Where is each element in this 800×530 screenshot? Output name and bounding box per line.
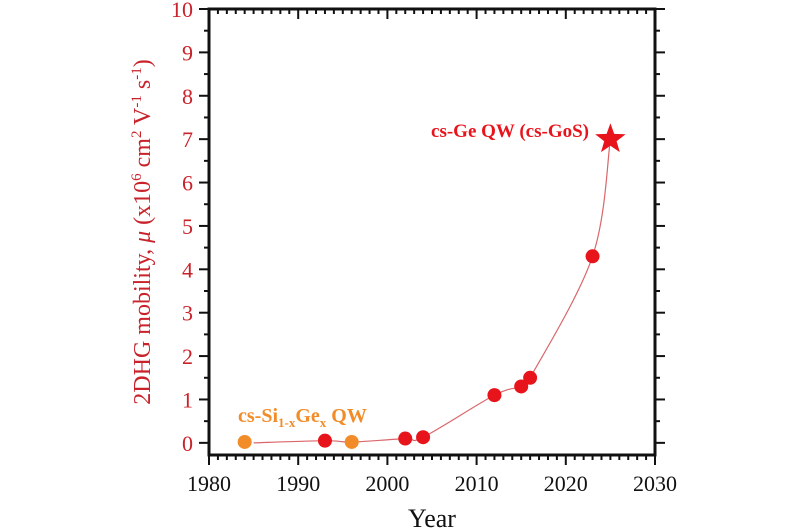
data-point	[416, 430, 431, 445]
annotation-gos: cs-Ge QW (cs-GoS)	[431, 121, 589, 142]
data-point	[317, 433, 332, 448]
data-point	[585, 249, 600, 264]
y-axis-label: 2DHG mobility, μ (x106 cm2 V-1 s-1)	[129, 59, 156, 404]
y-tick-label: 3	[182, 301, 193, 326]
data-point	[237, 434, 252, 449]
data-point	[487, 388, 502, 403]
y-tick-label: 10	[171, 0, 193, 22]
y-tick-label: 9	[182, 40, 193, 65]
y-tick-label: 4	[182, 257, 193, 282]
trend-line	[253, 139, 611, 444]
y-tick-label: 2	[182, 344, 193, 369]
x-tick-label: 2000	[365, 471, 409, 496]
x-axis-label: Year	[408, 504, 456, 530]
y-tick-label: 1	[182, 387, 193, 412]
x-tick-label: 1980	[187, 471, 231, 496]
x-tick-label: 2010	[455, 471, 499, 496]
data-point	[344, 434, 359, 449]
y-tick-label: 7	[182, 127, 193, 152]
x-tick-label: 2030	[633, 471, 677, 496]
y-tick-label: 0	[182, 431, 193, 456]
y-tick-label: 8	[182, 84, 193, 109]
plot-frame	[207, 7, 657, 457]
data-point-star	[595, 123, 626, 153]
data-point	[398, 431, 413, 446]
x-tick-label: 2020	[544, 471, 588, 496]
annotation-sige: cs-Si1-xGex QW	[238, 405, 367, 430]
y-tick-label: 6	[182, 171, 193, 196]
data-point	[523, 370, 538, 385]
x-tick-label: 1990	[276, 471, 320, 496]
y-tick-label: 5	[182, 214, 193, 239]
axes: 1980 1990 2000 2010 2020 2030 0 1 2 3 4 5 6 7 8 9 10	[171, 0, 677, 496]
data-marks	[237, 123, 626, 449]
data-point	[514, 379, 529, 394]
